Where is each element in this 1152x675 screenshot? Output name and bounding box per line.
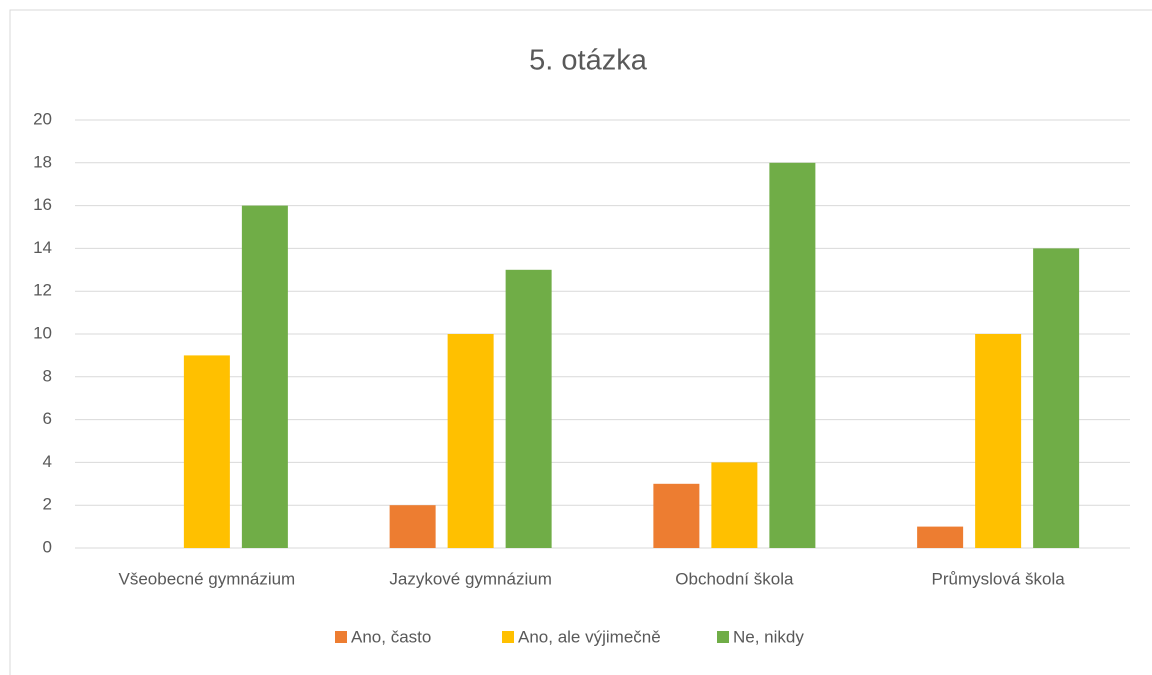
- y-tick-label: 20: [33, 109, 52, 128]
- y-tick-label: 8: [43, 366, 52, 385]
- bar: [505, 269, 552, 548]
- bar: [711, 462, 758, 548]
- y-tick-label: 4: [43, 452, 52, 471]
- legend-swatch: [717, 631, 729, 643]
- y-tick-label: 18: [33, 152, 52, 171]
- y-tick-label: 2: [43, 495, 52, 514]
- x-tick-label: Všeobecné gymnázium: [119, 569, 296, 588]
- bar: [975, 334, 1022, 548]
- y-tick-label: 6: [43, 409, 52, 428]
- bar: [653, 483, 700, 548]
- y-tick-label: 12: [33, 281, 52, 300]
- legend-label: Ne, nikdy: [733, 627, 804, 646]
- bar: [241, 205, 288, 548]
- y-tick-label: 16: [33, 195, 52, 214]
- legend-label: Ano, často: [351, 627, 431, 646]
- bar: [917, 526, 964, 548]
- legend-label: Ano, ale výjimečně: [518, 627, 661, 646]
- legend-swatch: [335, 631, 347, 643]
- bar: [183, 355, 230, 548]
- bar: [769, 162, 816, 549]
- bar: [389, 505, 436, 548]
- legend-swatch: [502, 631, 514, 643]
- x-tick-label: Obchodní škola: [675, 569, 794, 588]
- chart-title: 5. otázka: [529, 45, 648, 77]
- bar: [1033, 248, 1080, 548]
- y-tick-label: 0: [43, 537, 52, 556]
- y-tick-label: 14: [33, 238, 52, 257]
- chart-border: [9, 9, 1152, 675]
- x-tick-label: Jazykové gymnázium: [389, 569, 552, 588]
- x-tick-label: Průmyslová škola: [932, 569, 1066, 588]
- y-tick-label: 10: [33, 323, 52, 342]
- bar: [447, 334, 494, 548]
